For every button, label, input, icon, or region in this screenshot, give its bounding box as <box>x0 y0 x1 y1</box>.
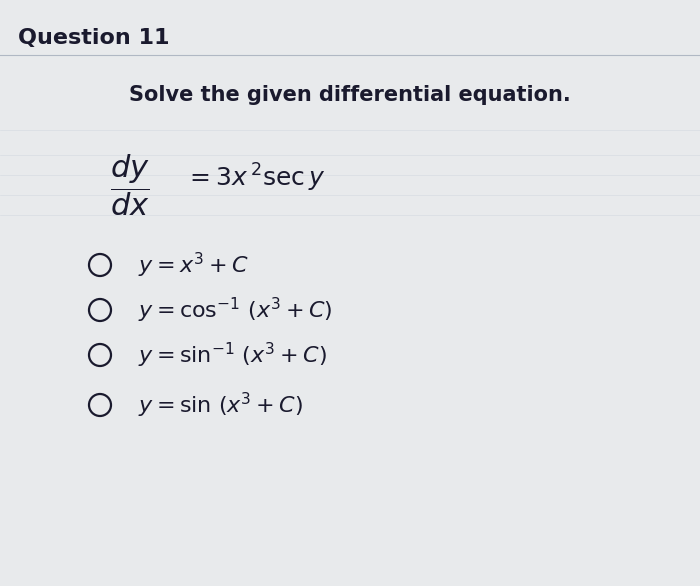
Text: Solve the given differential equation.: Solve the given differential equation. <box>129 85 571 105</box>
Text: $\dfrac{dy}{dx}$: $\dfrac{dy}{dx}$ <box>110 152 150 218</box>
Text: $y = \cos^{-1}\,(x^3 + C)$: $y = \cos^{-1}\,(x^3 + C)$ <box>138 295 332 325</box>
Text: $y = \sin\,(x^3 + C)$: $y = \sin\,(x^3 + C)$ <box>138 390 303 420</box>
Text: $y = \sin^{-1}\,(x^3 + C)$: $y = \sin^{-1}\,(x^3 + C)$ <box>138 340 327 370</box>
Text: $y = x^3 + C$: $y = x^3 + C$ <box>138 250 248 280</box>
Text: Question 11: Question 11 <box>18 28 169 48</box>
Text: $= 3x^{\,2}\mathrm{sec}\, y$: $= 3x^{\,2}\mathrm{sec}\, y$ <box>185 162 326 194</box>
